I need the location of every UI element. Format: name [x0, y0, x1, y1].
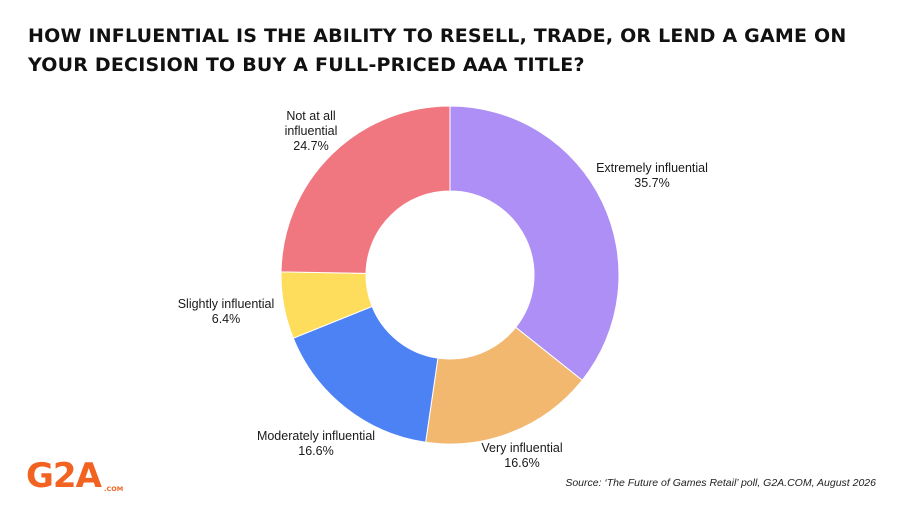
- logo-domain: .COM: [104, 485, 123, 492]
- slice-very-influential: [425, 326, 583, 445]
- g2a-logo: G2A .COM: [26, 456, 123, 492]
- slice-label: Very influential 16.6%: [481, 441, 562, 470]
- logo-wordmark: G2A: [26, 456, 103, 492]
- source-note: Source: ‘The Future of Games Retail’ pol…: [565, 477, 876, 489]
- slice-extremely-influential: [449, 105, 620, 381]
- chart-title: HOW INFLUENTIAL IS THE ABILITY TO RESELL…: [28, 25, 847, 76]
- slice-label: Not at all influential 24.7%: [285, 109, 338, 153]
- slice-label: Moderately influential 16.6%: [257, 429, 375, 458]
- slice-label: Slightly influential 6.4%: [178, 297, 275, 326]
- slice-label: Extremely influential 35.7%: [596, 161, 708, 190]
- slice-moderately-influential: [292, 305, 439, 443]
- slice-not-at-all-influential: [280, 105, 451, 274]
